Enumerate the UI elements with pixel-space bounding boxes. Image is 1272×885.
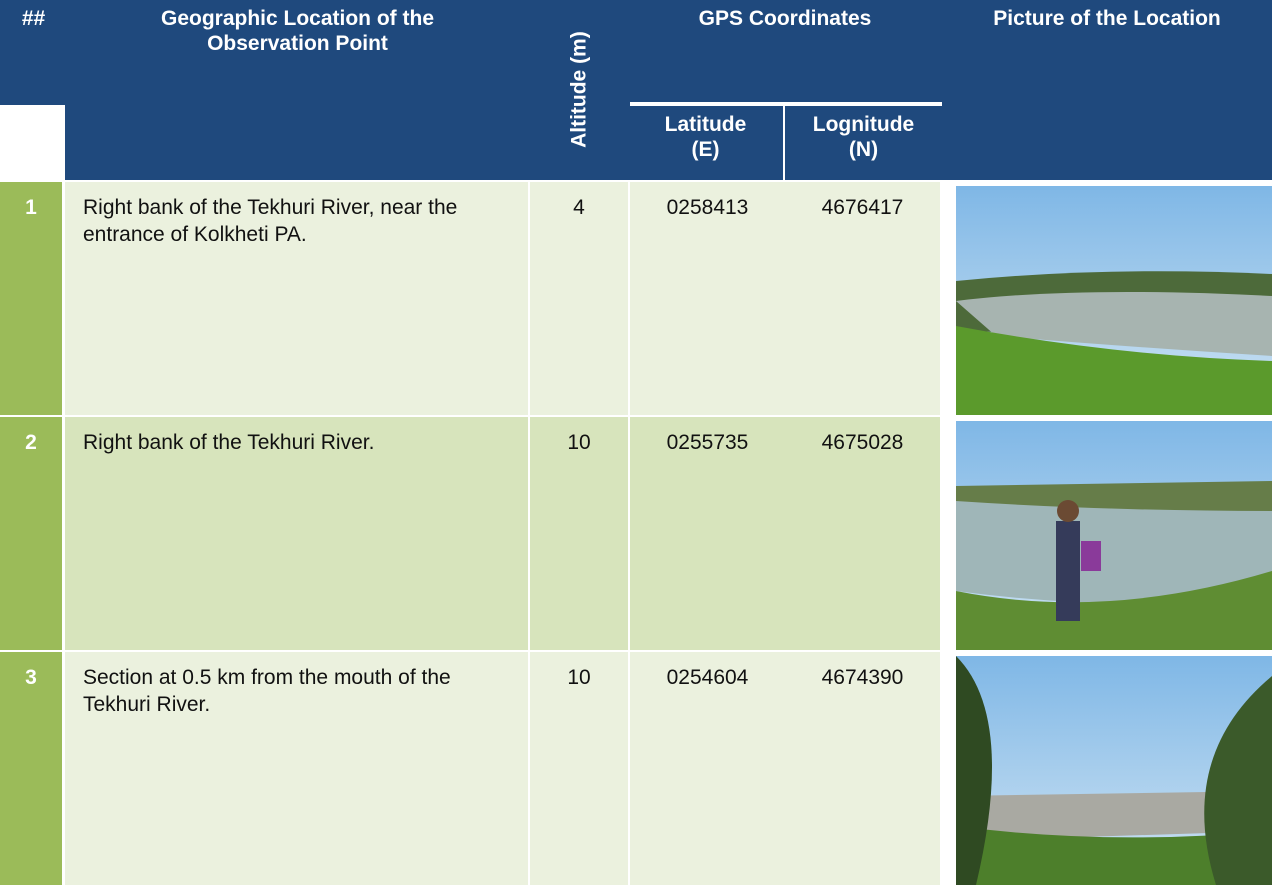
header-cell: GPS Coordinates	[628, 0, 942, 102]
header-cell: Lognitude (N)	[785, 106, 942, 180]
header-gap	[0, 105, 62, 180]
location-cell: Right bank of the Tekhuri River, near th…	[65, 182, 528, 415]
header-cell: Picture of the Location	[942, 0, 1272, 180]
header-text: Latitude (E)	[664, 113, 747, 162]
location-photo	[956, 656, 1272, 885]
latitude-cell: 0258413	[630, 182, 785, 415]
picture-cell	[942, 652, 1272, 885]
location-photo	[956, 421, 1272, 650]
row-number: 2	[0, 417, 62, 650]
latitude-cell: 0255735	[630, 417, 785, 650]
altitude-cell: 10	[530, 652, 628, 885]
row-number: 3	[0, 652, 62, 885]
header-text: Lognitude (N)	[812, 113, 915, 162]
header-text: GPS Coordinates	[698, 7, 872, 30]
longitude-cell: 4676417	[785, 182, 940, 415]
header-text: Picture of the Location	[993, 7, 1221, 30]
altitude-cell: 4	[530, 182, 628, 415]
header-cell: ##	[0, 0, 67, 105]
header-text: Altitude (m)	[567, 31, 591, 149]
longitude-cell: 4674390	[785, 652, 940, 885]
header-cell: Altitude (m)	[528, 0, 630, 180]
row-number: 1	[0, 182, 62, 415]
picture-cell	[942, 182, 1272, 415]
header-cell: Latitude (E)	[628, 106, 783, 180]
altitude-cell: 10	[530, 417, 628, 650]
picture-cell	[942, 417, 1272, 650]
location-photo	[956, 186, 1272, 415]
location-cell: Right bank of the Tekhuri River.	[65, 417, 528, 650]
header-cell: Geographic Location of the Observation P…	[65, 0, 530, 180]
header-text: Geographic Location of the Observation P…	[160, 7, 434, 56]
latitude-cell: 0254604	[630, 652, 785, 885]
location-cell: Section at 0.5 km from the mouth of the …	[65, 652, 528, 885]
longitude-cell: 4675028	[785, 417, 940, 650]
header-text: ##	[21, 7, 46, 30]
